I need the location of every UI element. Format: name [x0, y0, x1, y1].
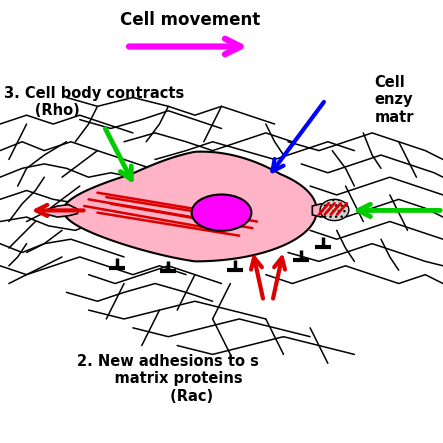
Polygon shape	[312, 204, 337, 217]
Text: Cell
enzy
matr: Cell enzy matr	[374, 75, 414, 124]
Ellipse shape	[191, 194, 252, 231]
Ellipse shape	[320, 199, 349, 221]
Text: Cell movement: Cell movement	[120, 11, 260, 29]
Polygon shape	[63, 152, 317, 261]
Text: 3. Cell body contracts
      (Rho): 3. Cell body contracts (Rho)	[4, 85, 185, 118]
Polygon shape	[40, 205, 78, 217]
Text: 2. New adhesions to s
    matrix proteins
         (Rac): 2. New adhesions to s matrix proteins (R…	[78, 354, 259, 404]
